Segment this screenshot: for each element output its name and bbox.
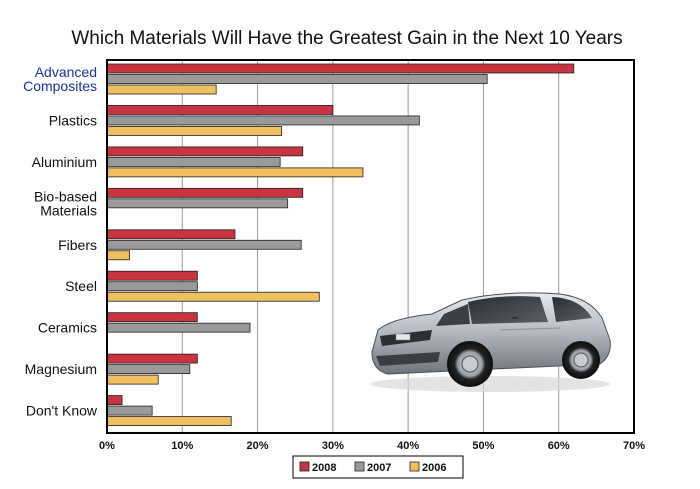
bar-2008 [106,146,304,157]
bar-2008 [106,395,123,405]
bar-2007 [106,156,281,167]
legend-box [292,455,464,479]
bars [106,63,575,426]
bar-2007 [106,405,153,416]
bar-2008 [106,105,334,115]
bar-2008 [106,312,198,323]
bar-2006 [106,126,283,136]
bar-2007 [106,281,198,292]
legend-swatch-2006 [409,461,420,472]
bar-2006 [106,250,130,261]
bar-2007 [106,198,289,209]
bar-2008 [106,229,236,240]
bar-2006 [106,291,320,302]
category-label: Plastics [49,112,97,128]
bar-2007 [106,74,488,84]
x-tick-label: 20% [247,440,269,452]
legend-label-2008: 2008 [312,462,336,474]
bar-2006 [106,84,217,95]
bar-2008 [106,270,198,281]
category-label: Bio-based Materials [34,188,97,218]
x-tick-label: 10% [171,440,193,452]
legend-label-2007: 2007 [367,462,391,474]
bar-2006 [106,374,159,385]
category-label: Magnesium [25,361,97,377]
category-label: Advanced Composites [23,64,97,94]
category-label: Aluminium [32,154,97,170]
category-label: Steel [65,278,97,294]
category-label: Don't Know [26,403,98,419]
plot-frame [106,59,635,434]
legend: 2008 2007 2006 [299,461,446,474]
bar-2007 [106,115,420,126]
bar-2007 [106,322,251,333]
legend-swatch-2007 [354,461,365,472]
category-labels: Advanced Composites Plastics Aluminium Bio-b… [23,64,98,419]
bar-2008 [106,63,575,74]
legend-swatch-2008 [299,461,310,472]
x-tick-label: 70% [623,440,645,452]
category-label: Fibers [58,237,97,253]
x-tick-labels: 0% 10% 20% 30% 40% 50% 60% 70% [99,440,645,452]
x-tick-label: 50% [472,440,494,452]
chart-title: Which Materials Will Have the Greatest G… [71,28,622,49]
bar-2006 [106,167,364,178]
x-tick-label: 30% [322,440,344,452]
x-tick-label: 0% [99,440,115,452]
x-tick-label: 60% [548,440,570,452]
bar-2007 [106,239,302,250]
legend-label-2006: 2006 [422,462,446,474]
bar-2008 [106,187,304,198]
category-label: Ceramics [38,320,97,336]
x-tick-label: 40% [397,440,419,452]
bar-2008 [106,353,198,364]
bar-2007 [106,364,191,375]
car-image [370,292,611,392]
bar-2006 [106,416,232,426]
